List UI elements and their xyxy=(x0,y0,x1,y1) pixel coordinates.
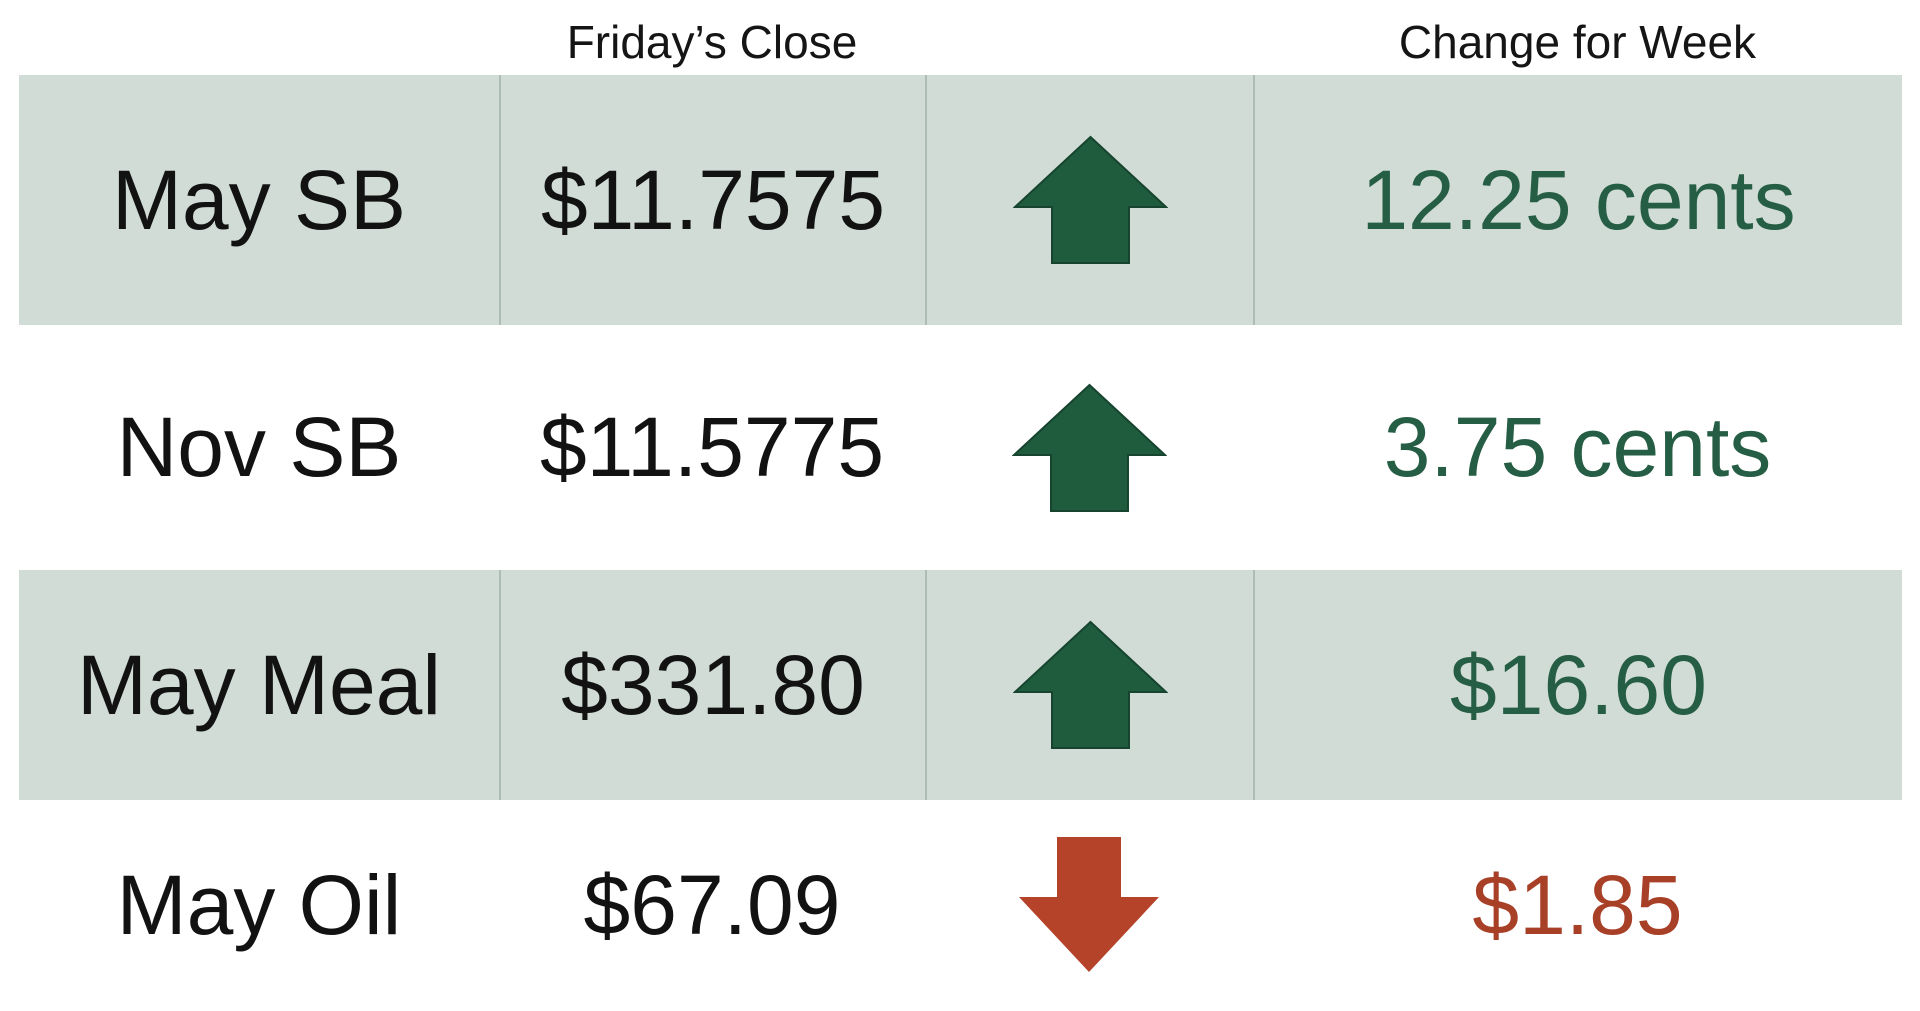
change-value: $1.85 xyxy=(1472,858,1683,952)
header-spacer-direction xyxy=(925,0,1253,75)
column-header-fridays-close: Friday’s Close xyxy=(499,0,925,75)
weekly-commodity-price-table: Friday’s Close Change for Week May SB $1… xyxy=(19,0,1902,1011)
contract-label: May Oil xyxy=(116,858,402,952)
close-value: $11.7575 xyxy=(540,152,886,247)
contract-label: May SB xyxy=(111,152,407,247)
table-row-nov-sb: Nov SB $11.5775 3.75 cents xyxy=(19,325,1902,570)
table-row-may-meal: May Meal $331.80 $16.60 xyxy=(19,570,1902,800)
table-row-may-oil: May Oil $67.09 $1.85 xyxy=(19,800,1902,1011)
table-header-row: Friday’s Close Change for Week xyxy=(19,0,1902,75)
contract-label: Nov SB xyxy=(116,400,402,494)
change-value: $16.60 xyxy=(1450,637,1707,732)
up-arrow-icon xyxy=(1012,135,1168,264)
fridays-close-label: Friday’s Close xyxy=(566,15,858,68)
up-arrow-icon xyxy=(1011,383,1167,512)
change-value: 12.25 cents xyxy=(1361,152,1796,247)
close-value: $67.09 xyxy=(583,858,841,952)
column-header-change-for-week: Change for Week xyxy=(1253,0,1902,75)
close-value: $11.5775 xyxy=(539,400,885,494)
header-spacer-contract xyxy=(19,0,499,75)
up-arrow-icon xyxy=(1012,620,1168,749)
change-value: 3.75 cents xyxy=(1383,400,1772,494)
close-value: $331.80 xyxy=(561,637,865,732)
down-arrow-icon xyxy=(1019,837,1159,972)
table-row-may-sb: May SB $11.7575 12.25 cents xyxy=(19,75,1902,325)
contract-label: May Meal xyxy=(76,637,442,732)
change-for-week-label: Change for Week xyxy=(1398,15,1757,68)
